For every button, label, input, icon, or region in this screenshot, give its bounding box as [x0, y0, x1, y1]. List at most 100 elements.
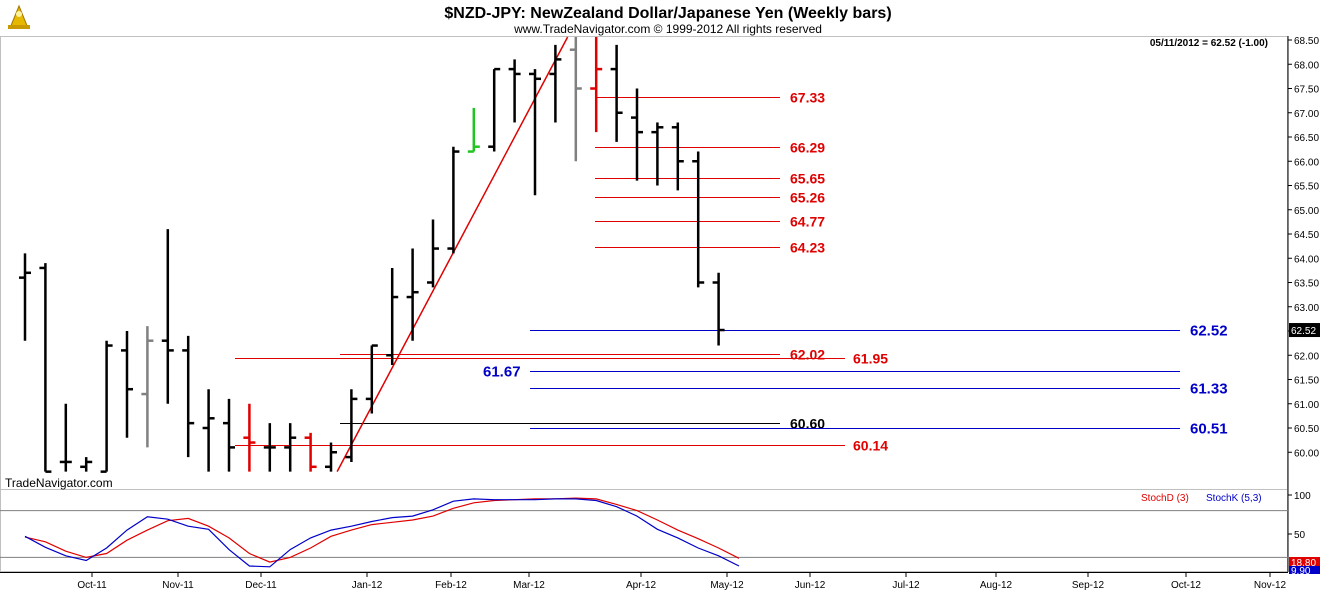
ohlc-bars — [19, 37, 725, 473]
ohlc-bar — [651, 122, 664, 186]
support-resistance-levels: 67.33 66.29 65.65 65.26 64.77 64.23 62.52 62.02… — [235, 90, 1228, 454]
y-tick-label: 64.00 — [1294, 254, 1319, 265]
ohlc-bar — [692, 151, 705, 288]
ohlc-bar — [386, 267, 399, 365]
watermark: TradeNavigator.com — [5, 476, 113, 490]
y-tick-label: 68.00 — [1294, 60, 1319, 71]
oscillator-last-tags: 18.80 9.90 — [1289, 557, 1320, 577]
ohlc-bar — [447, 146, 460, 254]
stoch-k-legend: StochK (5,3) — [1206, 493, 1262, 504]
ohlc-bar — [427, 219, 439, 288]
ohlc-bar — [161, 229, 174, 404]
ohlc-bar — [671, 122, 684, 191]
oscillator-panel-frame — [0, 489, 1288, 572]
ohlc-bar — [202, 389, 215, 472]
ohlc-bar — [80, 457, 93, 472]
y-tick-label: 61.00 — [1294, 400, 1319, 411]
ohlc-bar — [712, 272, 725, 346]
ohlc-bar — [365, 344, 378, 414]
current-price-tag-text: 62.52 — [1291, 326, 1316, 337]
level-label: 61.67 — [483, 364, 521, 381]
x-tick-label: Dec-11 — [245, 580, 277, 591]
y-tick-label: 64.50 — [1294, 230, 1319, 241]
y-tick-label: 63.00 — [1294, 303, 1319, 314]
price-axis: 68.50 68.00 67.50 67.00 66.50 66.00 65.50 65.00… — [1288, 36, 1319, 459]
level-label: 62.02 — [790, 347, 825, 363]
y-tick-label: 60.50 — [1294, 424, 1319, 435]
y-tick-label: 63.50 — [1294, 279, 1319, 290]
x-tick-label: Oct-12 — [1171, 580, 1201, 591]
ohlc-bar — [263, 423, 276, 472]
ohlc-bar — [467, 107, 480, 153]
ohlc-bar — [121, 331, 133, 438]
stoch-k-last: 9.90 — [1291, 566, 1311, 577]
level-label: 61.95 — [853, 351, 888, 367]
x-tick-label: Jun-12 — [795, 580, 826, 591]
ohlc-bar — [182, 335, 195, 458]
ohlc-bar — [610, 44, 623, 142]
ohlc-bar — [223, 398, 235, 472]
last-price-info: 05/11/2012 = 62.52 (-1.00) — [1150, 38, 1268, 49]
level-label: 60.14 — [853, 438, 888, 454]
ohlc-bar — [59, 403, 72, 472]
ohlc-bar — [141, 326, 154, 448]
osc-tick-label: 50 — [1294, 530, 1306, 541]
trendline-segment — [336, 36, 569, 473]
x-tick-label: Jan-12 — [352, 580, 383, 591]
ohlc-bar — [631, 88, 643, 181]
stoch-d-last: 18.80 — [1291, 558, 1316, 569]
y-tick-label: 62.00 — [1294, 351, 1319, 362]
x-tick-label: Jul-12 — [892, 580, 920, 591]
x-tick-label: Sep-12 — [1072, 580, 1105, 591]
stoch-d-legend: StochD (3) — [1141, 493, 1189, 504]
level-label: 67.33 — [790, 90, 825, 106]
ohlc-bar — [549, 44, 562, 123]
level-label: 61.33 — [1190, 381, 1228, 398]
level-label: 65.26 — [790, 190, 825, 206]
x-tick-label: Aug-12 — [980, 580, 1013, 591]
price-panel-frame — [0, 36, 1288, 490]
level-label: 60.51 — [1190, 421, 1228, 438]
y-tick-label: 68.50 — [1294, 36, 1319, 47]
chart-copyright: www.TradeNavigator.com © 1999-2012 All r… — [513, 22, 822, 36]
stoch-d-line — [24, 497, 740, 563]
y-tick-label: 65.00 — [1294, 206, 1319, 217]
level-label: 64.77 — [790, 214, 825, 230]
level-label: 60.60 — [790, 416, 825, 432]
stoch-k-line — [24, 498, 740, 568]
ohlc-bar — [345, 389, 358, 462]
x-tick-label: Apr-12 — [626, 580, 656, 591]
level-label: 66.29 — [790, 140, 825, 156]
y-tick-label: 67.50 — [1294, 85, 1319, 96]
ohlc-bar — [284, 423, 297, 472]
y-tick-label: 61.50 — [1294, 376, 1319, 387]
ohlc-bar — [39, 263, 52, 473]
ohlc-bar — [590, 37, 603, 133]
y-tick-label: 66.00 — [1294, 157, 1319, 168]
y-tick-label: 67.00 — [1294, 109, 1319, 120]
time-axis: Oct-11 Nov-11 Dec-11 Jan-12 Feb-12 Mar-12 Apr-… — [0, 572, 1288, 591]
trade-navigator-logo-icon — [4, 2, 34, 32]
trendline — [336, 36, 569, 473]
x-tick-label: Oct-11 — [77, 580, 107, 591]
ohlc-bar — [100, 340, 113, 473]
y-tick-label: 65.50 — [1294, 182, 1319, 193]
x-tick-label: Nov-11 — [162, 580, 194, 591]
ohlc-bar — [529, 69, 541, 196]
ohlc-bar — [569, 37, 582, 162]
chart-title: $NZD-JPY: NewZealand Dollar/Japanese Yen… — [444, 5, 891, 22]
ohlc-bar — [488, 67, 501, 152]
ohlc-bar — [304, 432, 317, 472]
ohlc-bar — [19, 253, 31, 341]
level-label: 64.23 — [790, 240, 825, 256]
x-tick-label: Mar-12 — [513, 580, 545, 591]
y-tick-label: 66.50 — [1294, 133, 1319, 144]
ohlc-bar — [243, 403, 256, 472]
y-tick-label: 60.00 — [1294, 448, 1319, 459]
ohlc-bar — [406, 248, 419, 341]
ohlc-bar — [508, 59, 521, 123]
level-label: 62.52 — [1190, 323, 1228, 340]
current-price-tag: 62.52 — [1289, 323, 1320, 338]
level-label: 65.65 — [790, 171, 825, 187]
